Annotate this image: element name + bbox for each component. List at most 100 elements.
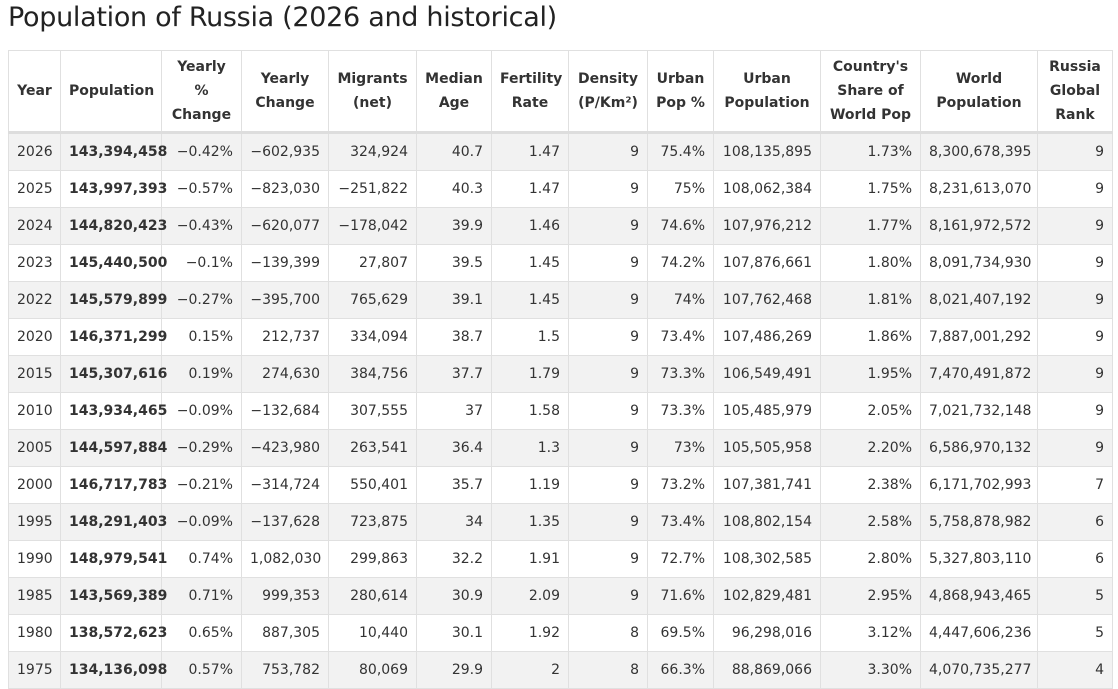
cell-urban-pop-pct: 73.4% (647, 503, 714, 541)
column-header-migrants[interactable]: Migrants (net) (328, 50, 417, 134)
cell-yearly-pct-change: −0.21% (161, 466, 242, 504)
cell-year: 2024 (8, 207, 61, 245)
table-row: 1980 138,572,623 0.65% 887,305 10,440 30.1 1.9… (8, 614, 1113, 652)
cell-yearly-pct-change: 0.65% (161, 614, 242, 652)
cell-yearly-change: 212,737 (241, 318, 329, 356)
cell-yearly-change: 887,305 (241, 614, 329, 652)
column-header-fertility-rate[interactable]: Fertility Rate (491, 50, 569, 134)
cell-fertility-rate: 1.45 (491, 281, 569, 319)
cell-median-age: 30.1 (416, 614, 492, 652)
cell-median-age: 35.7 (416, 466, 492, 504)
cell-global-rank: 6 (1037, 503, 1113, 541)
cell-urban-population: 107,762,468 (713, 281, 821, 319)
cell-world-share: 2.80% (820, 540, 921, 578)
cell-year: 2005 (8, 429, 61, 467)
cell-world-population: 6,171,702,993 (920, 466, 1038, 504)
cell-world-population: 7,021,732,148 (920, 392, 1038, 430)
cell-density: 9 (568, 577, 648, 615)
cell-density: 9 (568, 392, 648, 430)
cell-density: 9 (568, 355, 648, 393)
cell-year: 2020 (8, 318, 61, 356)
table-row: 1985 143,569,389 0.71% 999,353 280,614 30.9 2.… (8, 577, 1113, 615)
cell-world-share: 2.95% (820, 577, 921, 615)
cell-median-age: 39.1 (416, 281, 492, 319)
table-row: 2000 146,717,783 −0.21% −314,724 550,401 35.7… (8, 466, 1113, 504)
cell-density: 9 (568, 244, 648, 282)
table-row: 2023 145,440,500 −0.1% −139,399 27,807 39.5 1.… (8, 244, 1113, 282)
cell-yearly-change: −823,030 (241, 170, 329, 208)
cell-density: 9 (568, 503, 648, 541)
cell-fertility-rate: 2.09 (491, 577, 569, 615)
table-row: 2025 143,997,393 −0.57% −823,030 −251,822 40.… (8, 170, 1113, 208)
column-header-urban-population[interactable]: Urban Population (713, 50, 821, 134)
cell-population: 138,572,623 (60, 614, 167, 652)
cell-median-age: 37.7 (416, 355, 492, 393)
cell-median-age: 29.9 (416, 651, 492, 689)
cell-density: 9 (568, 540, 648, 578)
cell-global-rank: 9 (1037, 132, 1113, 171)
cell-yearly-change: −620,077 (241, 207, 329, 245)
cell-density: 9 (568, 132, 648, 171)
cell-fertility-rate: 1.3 (491, 429, 569, 467)
cell-global-rank: 9 (1037, 318, 1113, 356)
cell-yearly-change: −132,684 (241, 392, 329, 430)
cell-global-rank: 9 (1037, 244, 1113, 282)
cell-urban-population: 105,505,958 (713, 429, 821, 467)
cell-median-age: 32.2 (416, 540, 492, 578)
column-header-world-share[interactable]: Country's Share of World Pop (820, 50, 921, 134)
column-header-global-rank[interactable]: Russia Global Rank (1037, 50, 1113, 134)
cell-migrants: 10,440 (328, 614, 417, 652)
cell-migrants: 27,807 (328, 244, 417, 282)
cell-urban-population: 106,549,491 (713, 355, 821, 393)
cell-density: 8 (568, 651, 648, 689)
cell-population: 145,307,616 (60, 355, 167, 393)
column-header-world-population[interactable]: World Population (920, 50, 1038, 134)
column-header-yearly-change[interactable]: Yearly Change (241, 50, 329, 134)
cell-world-population: 8,300,678,395 (920, 132, 1038, 171)
cell-world-share: 1.80% (820, 244, 921, 282)
cell-population: 145,579,899 (60, 281, 167, 319)
population-table: Year Population Yearly % Change Yearly Chan… (8, 50, 1113, 689)
cell-population: 144,597,884 (60, 429, 167, 467)
cell-population: 146,717,783 (60, 466, 167, 504)
cell-urban-pop-pct: 73.2% (647, 466, 714, 504)
cell-migrants: 307,555 (328, 392, 417, 430)
cell-yearly-change: −395,700 (241, 281, 329, 319)
cell-yearly-pct-change: −0.29% (161, 429, 242, 467)
cell-migrants: 299,863 (328, 540, 417, 578)
cell-fertility-rate: 1.35 (491, 503, 569, 541)
column-header-urban-pop-pct[interactable]: Urban Pop % (647, 50, 714, 134)
cell-density: 9 (568, 429, 648, 467)
cell-year: 1985 (8, 577, 61, 615)
cell-urban-population: 107,876,661 (713, 244, 821, 282)
cell-yearly-pct-change: 0.15% (161, 318, 242, 356)
cell-world-share: 1.75% (820, 170, 921, 208)
cell-global-rank: 4 (1037, 651, 1113, 689)
cell-population: 148,979,541 (60, 540, 167, 578)
column-header-yearly-pct-change[interactable]: Yearly % Change (161, 50, 242, 134)
cell-yearly-pct-change: −0.27% (161, 281, 242, 319)
table-row: 2026 143,394,458 −0.42% −602,935 324,924 40.7… (8, 132, 1113, 171)
table-header-row: Year Population Yearly % Change Yearly Chan… (8, 50, 1113, 134)
cell-world-share: 2.38% (820, 466, 921, 504)
column-header-median-age[interactable]: Median Age (416, 50, 492, 134)
cell-migrants: 263,541 (328, 429, 417, 467)
cell-world-share: 2.05% (820, 392, 921, 430)
cell-urban-population: 107,486,269 (713, 318, 821, 356)
column-header-density[interactable]: Density (P/Km²) (568, 50, 648, 134)
column-header-population[interactable]: Population (60, 50, 162, 134)
cell-density: 9 (568, 318, 648, 356)
cell-population: 145,440,500 (60, 244, 167, 282)
cell-urban-pop-pct: 71.6% (647, 577, 714, 615)
cell-world-share: 1.73% (820, 132, 921, 171)
cell-year: 2023 (8, 244, 61, 282)
column-header-year[interactable]: Year (8, 50, 61, 134)
cell-urban-pop-pct: 75% (647, 170, 714, 208)
cell-world-population: 5,758,878,982 (920, 503, 1038, 541)
table-row: 2015 145,307,616 0.19% 274,630 384,756 37.7 1.… (8, 355, 1113, 393)
cell-migrants: 334,094 (328, 318, 417, 356)
cell-fertility-rate: 1.58 (491, 392, 569, 430)
cell-yearly-pct-change: −0.09% (161, 392, 242, 430)
cell-world-population: 8,231,613,070 (920, 170, 1038, 208)
cell-year: 1975 (8, 651, 61, 689)
